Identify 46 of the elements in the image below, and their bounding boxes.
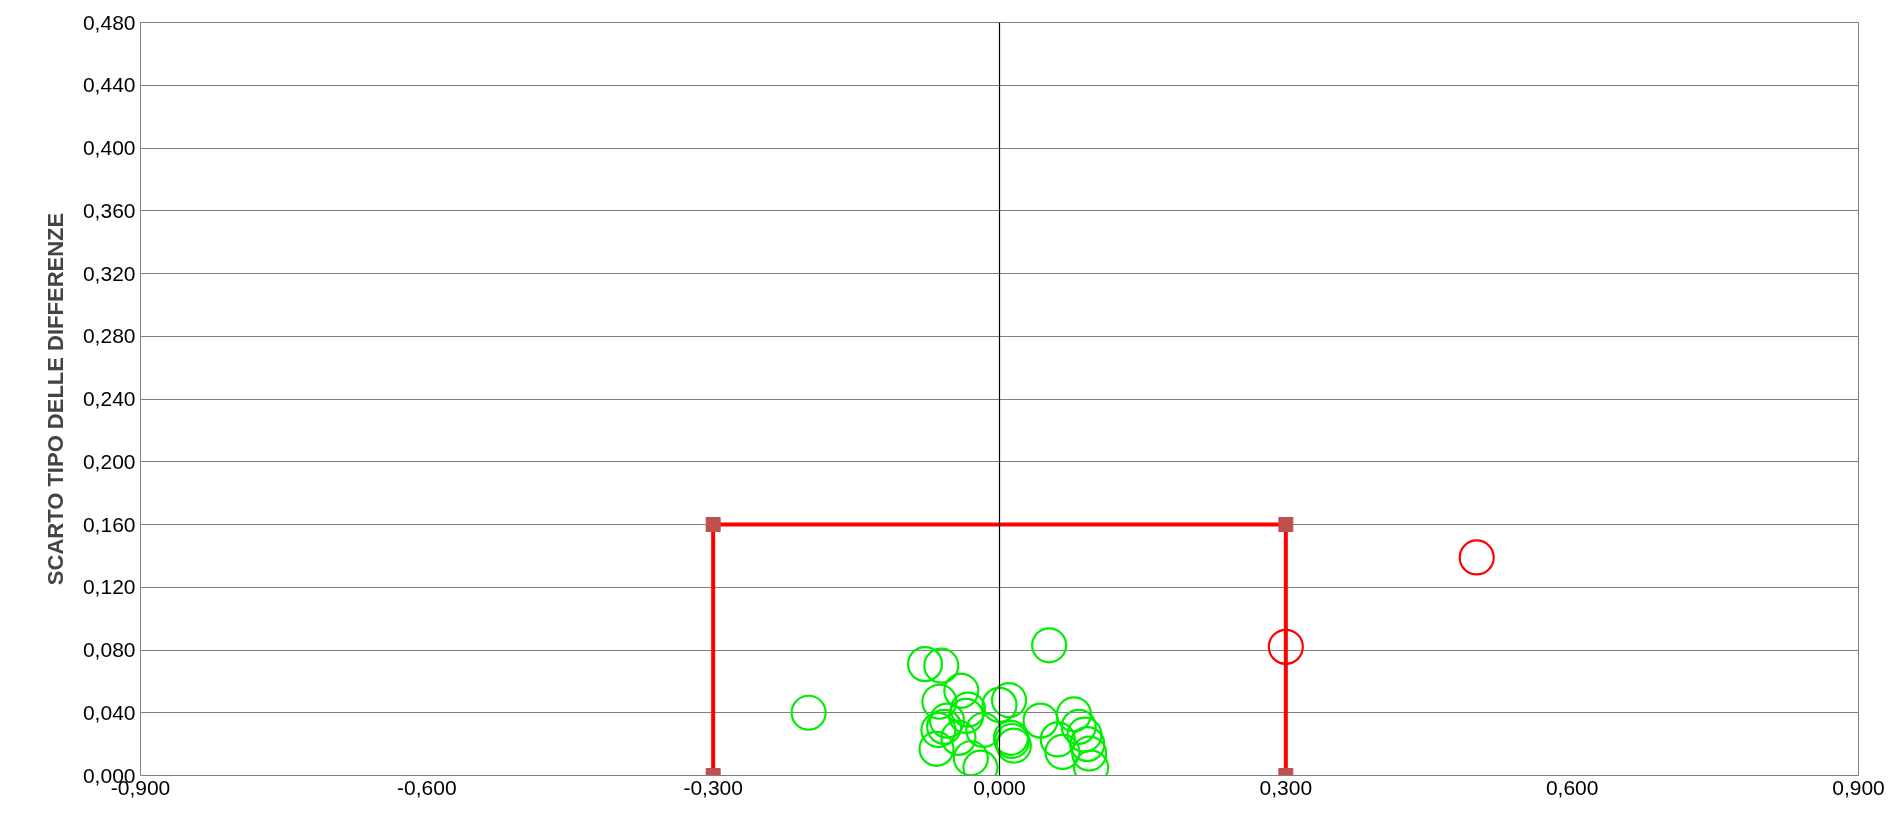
y-tick-label: 0,480 (82, 10, 136, 34)
y-axis-title: SCARTO TIPO DELLE DIFFERENZE (42, 212, 68, 586)
y-tick-label: 0,160 (82, 512, 136, 536)
point (947, 697, 985, 734)
point (920, 711, 957, 749)
x-tick-label: 0,600 (1545, 775, 1599, 799)
point (940, 719, 977, 756)
y-tick-label: 0,360 (82, 198, 136, 222)
point (1031, 627, 1068, 664)
point (1055, 696, 1093, 733)
x-tick-label: 0,300 (1259, 775, 1313, 799)
y-tick-label: 0,240 (82, 387, 136, 410)
point (928, 702, 966, 739)
point (1022, 702, 1059, 739)
point (1069, 726, 1106, 763)
y-tick-label: 0,040 (82, 700, 136, 724)
point (943, 672, 980, 709)
point (918, 730, 955, 767)
x-tick-label: -0,300 (683, 775, 743, 799)
point (1066, 716, 1103, 753)
y-tick-label: 0,200 (82, 449, 136, 473)
point (926, 708, 963, 745)
y-tick-label: 0,280 (82, 324, 136, 348)
point (921, 683, 958, 720)
y-tick-label: 0,080 (82, 638, 136, 661)
point (906, 646, 944, 683)
y-tick-label: 0,400 (82, 136, 136, 159)
point (952, 740, 989, 776)
point (1458, 539, 1495, 576)
y-tick-label: 0,320 (82, 261, 136, 285)
x-tick-label: 0,900 (1832, 775, 1885, 799)
y-tick-label: 0,120 (82, 575, 136, 599)
point (1044, 733, 1081, 771)
point (981, 686, 1018, 723)
point (1039, 721, 1076, 758)
point (790, 694, 827, 731)
point (965, 711, 1002, 749)
point (1060, 708, 1097, 745)
x-tick-label: 0,000 (973, 775, 1026, 799)
point (923, 647, 960, 684)
point (990, 682, 1028, 719)
point (949, 691, 987, 728)
point (1267, 628, 1304, 665)
y-tick-label: 0,440 (82, 73, 136, 97)
x-tick-label: -0,600 (397, 775, 457, 799)
point (1071, 735, 1108, 772)
